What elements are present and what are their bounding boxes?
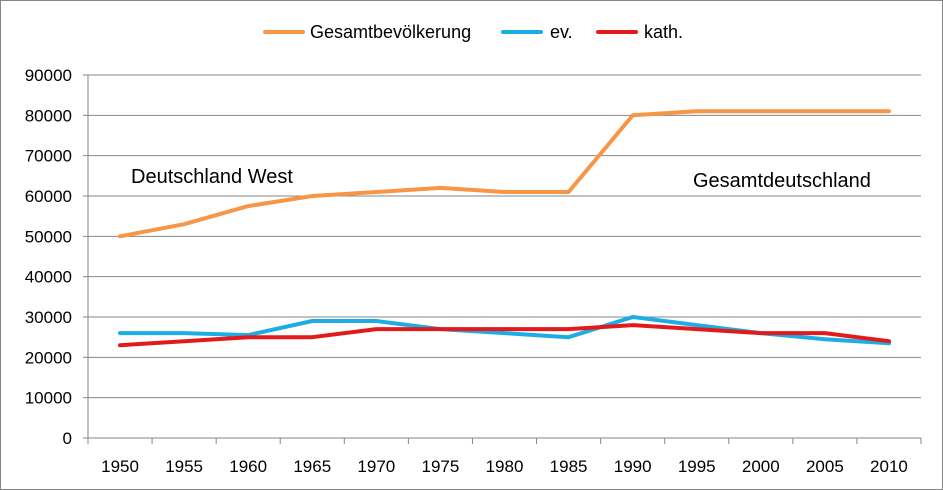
x-tick-label: 1975 — [422, 457, 460, 476]
y-tick-label: 50000 — [25, 227, 72, 246]
y-tick-label: 10000 — [25, 389, 72, 408]
y-tick-label: 30000 — [25, 308, 72, 327]
legend: Gesamtbevölkerung ev. kath. — [265, 22, 683, 42]
x-tick-label: 1965 — [293, 457, 331, 476]
grid-layer — [88, 75, 921, 398]
x-tick-label: 1995 — [678, 457, 716, 476]
y-tick-label: 60000 — [25, 187, 72, 206]
x-tick-label: 2010 — [870, 457, 908, 476]
x-tick-label: 1950 — [101, 457, 139, 476]
x-tick-label: 1985 — [550, 457, 588, 476]
y-tick-label: 40000 — [25, 268, 72, 287]
y-tick-label: 20000 — [25, 348, 72, 367]
series-layer — [120, 111, 889, 345]
annotation-gesamtdeutschland: Gesamtdeutschland — [693, 170, 871, 192]
x-tick-label: 1970 — [357, 457, 395, 476]
axis-layer: 0 10000 20000 30000 40000 50000 60000 70000 8000… — [25, 66, 921, 476]
legend-label: kath. — [644, 22, 683, 42]
x-tick-label: 1960 — [229, 457, 267, 476]
y-tick-label: 0 — [63, 429, 72, 448]
annotation-deutschland-west: Deutschland West — [131, 166, 293, 188]
x-tick-label: 1990 — [614, 457, 652, 476]
y-tick-label: 80000 — [25, 106, 72, 125]
x-tick-label: 2005 — [806, 457, 844, 476]
x-tick-label: 2000 — [742, 457, 780, 476]
legend-label: ev. — [550, 22, 573, 42]
x-tick-label: 1980 — [486, 457, 524, 476]
x-tick-label: 1955 — [165, 457, 203, 476]
y-tick-label: 70000 — [25, 147, 72, 166]
legend-label: Gesamtbevölkerung — [310, 22, 471, 42]
y-tick-label: 90000 — [25, 66, 72, 85]
